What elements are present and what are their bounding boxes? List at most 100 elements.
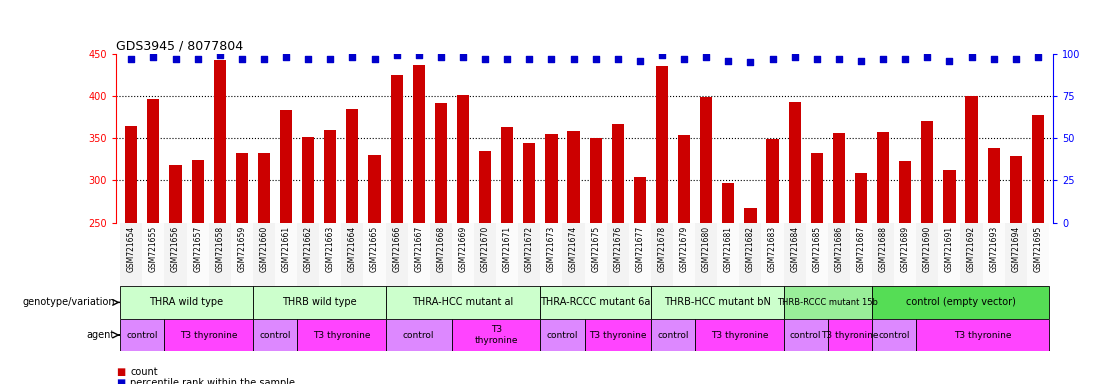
Text: GSM721670: GSM721670 xyxy=(481,226,490,272)
Text: GSM721666: GSM721666 xyxy=(393,226,401,272)
Text: GSM721668: GSM721668 xyxy=(437,226,446,272)
Text: GSM721683: GSM721683 xyxy=(768,226,777,272)
Bar xyxy=(540,319,585,351)
Bar xyxy=(346,109,358,223)
Bar xyxy=(186,223,208,286)
Text: T3 thyronine: T3 thyronine xyxy=(180,331,237,339)
Bar xyxy=(678,135,690,223)
Bar xyxy=(783,319,828,351)
Bar xyxy=(408,223,430,286)
Bar xyxy=(1005,223,1027,286)
Bar xyxy=(607,223,629,286)
Text: control: control xyxy=(403,331,435,339)
Point xyxy=(919,54,936,60)
Point xyxy=(255,56,272,62)
Point xyxy=(807,56,825,62)
Bar xyxy=(214,60,226,223)
Text: GSM721677: GSM721677 xyxy=(635,226,644,272)
Bar xyxy=(939,223,961,286)
Text: GSM721678: GSM721678 xyxy=(657,226,666,272)
Point xyxy=(565,56,582,62)
Bar xyxy=(828,223,850,286)
Text: GSM721690: GSM721690 xyxy=(923,226,932,272)
Bar xyxy=(386,319,452,351)
Bar xyxy=(208,223,231,286)
Bar xyxy=(961,223,983,286)
Point xyxy=(521,56,538,62)
Text: GSM721688: GSM721688 xyxy=(879,226,888,272)
Bar xyxy=(120,286,253,319)
Bar xyxy=(258,152,270,223)
Text: GSM721660: GSM721660 xyxy=(259,226,268,272)
Bar xyxy=(833,133,845,223)
Text: GSM721686: GSM721686 xyxy=(834,226,844,272)
Bar xyxy=(297,319,386,351)
Bar xyxy=(324,130,336,223)
Bar xyxy=(895,223,917,286)
Point xyxy=(432,54,450,60)
Point xyxy=(144,54,162,60)
Bar xyxy=(540,223,563,286)
Text: GSM721655: GSM721655 xyxy=(149,226,158,272)
Bar xyxy=(435,103,447,223)
Bar xyxy=(518,223,540,286)
Text: T3 thyronine: T3 thyronine xyxy=(589,331,646,339)
Bar xyxy=(523,143,535,223)
Bar xyxy=(275,223,297,286)
Text: GSM721669: GSM721669 xyxy=(459,226,468,272)
Bar xyxy=(877,132,889,223)
Bar xyxy=(673,223,695,286)
Bar xyxy=(695,223,717,286)
Text: ■: ■ xyxy=(116,367,125,377)
Point xyxy=(1029,54,1047,60)
Point xyxy=(963,54,981,60)
Point xyxy=(741,59,759,65)
Bar xyxy=(717,223,739,286)
Bar xyxy=(585,223,607,286)
Bar xyxy=(192,160,204,223)
Point xyxy=(697,54,715,60)
Bar xyxy=(850,223,872,286)
Bar xyxy=(783,223,805,286)
Bar xyxy=(457,95,469,223)
Point xyxy=(410,52,428,58)
Bar xyxy=(700,97,713,223)
Bar xyxy=(767,139,779,223)
Text: GSM721664: GSM721664 xyxy=(347,226,357,272)
Bar xyxy=(430,223,452,286)
Point xyxy=(344,54,362,60)
Bar xyxy=(148,99,160,223)
Point xyxy=(941,58,959,64)
Bar xyxy=(983,223,1005,286)
Text: T3 thyronine: T3 thyronine xyxy=(822,331,879,339)
Point xyxy=(189,56,206,62)
Bar xyxy=(1031,116,1043,223)
Text: T3 thyronine: T3 thyronine xyxy=(954,331,1011,339)
Point xyxy=(1007,56,1025,62)
Bar xyxy=(722,183,735,223)
Text: T3
thyronine: T3 thyronine xyxy=(474,325,518,345)
Text: control: control xyxy=(657,331,688,339)
Point xyxy=(653,52,671,58)
Point xyxy=(476,56,494,62)
Bar xyxy=(540,286,651,319)
Point xyxy=(543,56,560,62)
Text: THRB-HCC mutant bN: THRB-HCC mutant bN xyxy=(664,297,771,308)
Text: GSM721671: GSM721671 xyxy=(503,226,512,272)
Point xyxy=(985,56,1003,62)
Text: GSM721682: GSM721682 xyxy=(746,226,754,272)
Bar xyxy=(496,223,518,286)
Point xyxy=(454,54,472,60)
Point xyxy=(499,56,516,62)
Text: GSM721663: GSM721663 xyxy=(325,226,335,272)
Bar xyxy=(761,223,783,286)
Text: GSM721684: GSM721684 xyxy=(790,226,800,272)
Text: THRA-HCC mutant al: THRA-HCC mutant al xyxy=(413,297,514,308)
Text: GSM721673: GSM721673 xyxy=(547,226,556,272)
Point xyxy=(299,56,317,62)
Text: control (empty vector): control (empty vector) xyxy=(906,297,1016,308)
Bar xyxy=(745,209,757,223)
Bar xyxy=(612,124,624,223)
Bar xyxy=(319,223,341,286)
Point xyxy=(321,56,339,62)
